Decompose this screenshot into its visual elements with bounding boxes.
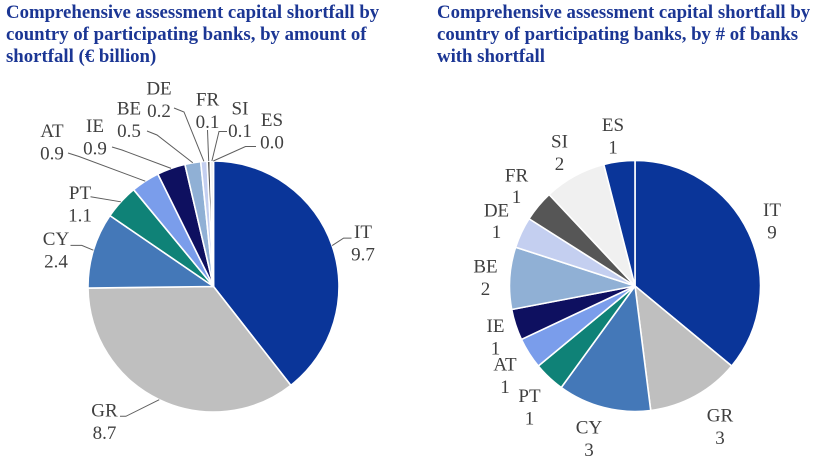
svg-text:1.1: 1.1 <box>68 206 92 227</box>
svg-text:2: 2 <box>555 154 565 175</box>
svg-text:9: 9 <box>767 223 777 244</box>
svg-text:2.4: 2.4 <box>44 252 68 273</box>
svg-text:3: 3 <box>584 440 594 461</box>
svg-text:PT: PT <box>518 386 541 407</box>
svg-text:0.1: 0.1 <box>228 121 252 142</box>
svg-text:SI: SI <box>232 99 249 120</box>
svg-text:1: 1 <box>525 409 535 430</box>
svg-text:0.5: 0.5 <box>117 121 141 142</box>
svg-text:1: 1 <box>512 187 522 208</box>
svg-text:1: 1 <box>492 222 502 243</box>
svg-text:ES: ES <box>602 115 624 136</box>
svg-text:FR: FR <box>505 166 529 187</box>
svg-text:2: 2 <box>481 279 491 300</box>
svg-text:GR: GR <box>91 401 118 422</box>
svg-text:GR: GR <box>707 406 734 427</box>
svg-text:IE: IE <box>487 316 505 337</box>
svg-text:IT: IT <box>354 222 372 243</box>
svg-text:DE: DE <box>146 79 171 100</box>
svg-text:0.1: 0.1 <box>196 112 220 133</box>
svg-text:3: 3 <box>715 428 725 449</box>
svg-text:IE: IE <box>86 116 104 137</box>
svg-text:IT: IT <box>763 200 781 221</box>
svg-text:DE: DE <box>484 201 509 222</box>
svg-text:0.0: 0.0 <box>260 133 284 154</box>
svg-text:SI: SI <box>551 132 568 153</box>
svg-text:BE: BE <box>117 99 141 120</box>
svg-text:BE: BE <box>473 257 497 278</box>
svg-text:FR: FR <box>196 90 220 111</box>
svg-text:1: 1 <box>608 138 618 159</box>
svg-text:AT: AT <box>493 355 517 376</box>
svg-text:CY: CY <box>43 229 70 250</box>
svg-text:PT: PT <box>69 183 92 204</box>
svg-text:1: 1 <box>491 339 501 360</box>
svg-text:1: 1 <box>500 377 510 398</box>
svg-text:8.7: 8.7 <box>93 423 117 444</box>
svg-text:0.9: 0.9 <box>83 139 107 160</box>
svg-text:ES: ES <box>261 110 283 131</box>
svg-text:0.2: 0.2 <box>147 101 171 122</box>
svg-text:9.7: 9.7 <box>351 245 375 266</box>
svg-text:0.9: 0.9 <box>40 144 64 165</box>
svg-text:CY: CY <box>576 418 603 439</box>
svg-text:AT: AT <box>40 121 64 142</box>
